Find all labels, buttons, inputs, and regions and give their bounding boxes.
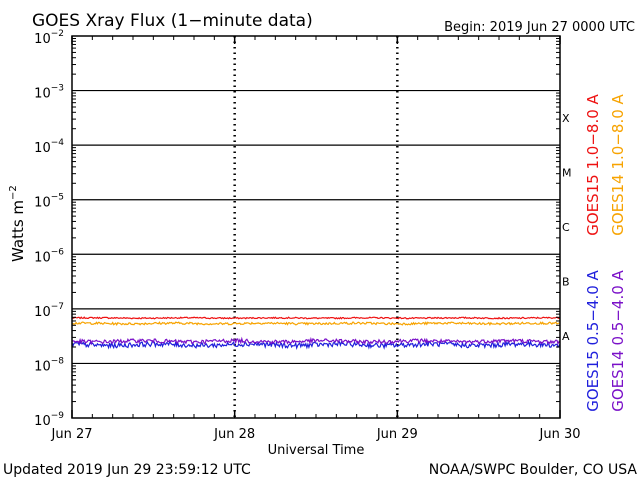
flare-class-labels: A B C M X bbox=[562, 112, 572, 343]
y-tick-exponent: −7 bbox=[51, 302, 64, 312]
legend-entry: GOES15 1.0−8.0 A bbox=[584, 93, 602, 235]
y-tick-exponent: −8 bbox=[51, 356, 65, 366]
y-axis-label-base: Watts m bbox=[9, 200, 27, 262]
series-line bbox=[71, 316, 561, 320]
plot-border bbox=[71, 35, 561, 419]
y-tick-exponent: −2 bbox=[51, 29, 64, 39]
y-tick-label: 10−2 bbox=[34, 29, 64, 47]
x-axis-label: Universal Time bbox=[268, 443, 365, 458]
flare-class-label: X bbox=[562, 112, 570, 125]
series-lines bbox=[71, 316, 561, 350]
flare-class-label: A bbox=[562, 330, 570, 343]
y-tick-labels: 10−910−810−710−610−510−410−310−2 bbox=[34, 29, 64, 429]
y-tick-label: 10−7 bbox=[34, 302, 64, 320]
legend-entry: GOES14 0.5−4.0 A bbox=[609, 269, 627, 411]
series-line bbox=[71, 336, 561, 346]
credit-label: NOAA/SWPC Boulder, CO USA bbox=[429, 462, 638, 478]
y-tick-base: 10 bbox=[34, 141, 51, 156]
y-tick-label: 10−5 bbox=[34, 193, 64, 211]
x-tick-label: Jun 27 bbox=[51, 427, 93, 442]
y-axis-label-exponent: −2 bbox=[8, 185, 19, 200]
y-tick-base: 10 bbox=[34, 414, 51, 429]
chart-title: GOES Xray Flux (1−minute data) bbox=[32, 11, 313, 31]
flare-class-label: M bbox=[562, 166, 572, 179]
series-line bbox=[71, 321, 561, 327]
y-tick-exponent: −4 bbox=[51, 138, 65, 148]
begin-label: Begin: 2019 Jun 27 0000 UTC bbox=[444, 20, 635, 35]
x-tick-labels: Jun 27 Jun 28 Jun 29 Jun 30 bbox=[51, 427, 581, 442]
y-tick-base: 10 bbox=[34, 32, 51, 47]
x-tick-label: Jun 28 bbox=[213, 427, 255, 442]
flare-class-label: B bbox=[562, 276, 570, 289]
legend-entry: GOES15 0.5−4.0 A bbox=[584, 269, 602, 411]
legend: GOES15 1.0−8.0 A GOES14 1.0−8.0 A GOES15 0… bbox=[584, 93, 627, 411]
y-tick-exponent: −9 bbox=[51, 411, 65, 421]
plot-frame bbox=[71, 35, 561, 419]
y-tick-base: 10 bbox=[34, 87, 51, 102]
y-tick-label: 10−3 bbox=[34, 84, 64, 102]
y-tick-label: 10−6 bbox=[34, 247, 64, 265]
updated-timestamp: Updated 2019 Jun 29 23:59:12 UTC bbox=[3, 462, 251, 478]
y-tick-label: 10−8 bbox=[34, 356, 64, 374]
y-tick-exponent: −5 bbox=[51, 193, 64, 203]
flare-class-label: C bbox=[562, 221, 570, 234]
y-tick-exponent: −6 bbox=[51, 247, 65, 257]
y-tick-base: 10 bbox=[34, 250, 51, 265]
y-tick-label: 10−4 bbox=[34, 138, 64, 156]
plot-grid bbox=[72, 36, 560, 418]
x-tick-label: Jun 30 bbox=[539, 427, 581, 442]
y-tick-base: 10 bbox=[34, 359, 51, 374]
legend-entry: GOES14 1.0−8.0 A bbox=[609, 93, 627, 235]
x-tick-label: Jun 29 bbox=[376, 427, 418, 442]
y-axis-label: Watts m−2 bbox=[8, 185, 27, 262]
y-tick-base: 10 bbox=[34, 196, 51, 211]
y-tick-base: 10 bbox=[34, 305, 51, 320]
y-tick-exponent: −3 bbox=[51, 84, 64, 94]
y-tick-label: 10−9 bbox=[34, 411, 64, 429]
